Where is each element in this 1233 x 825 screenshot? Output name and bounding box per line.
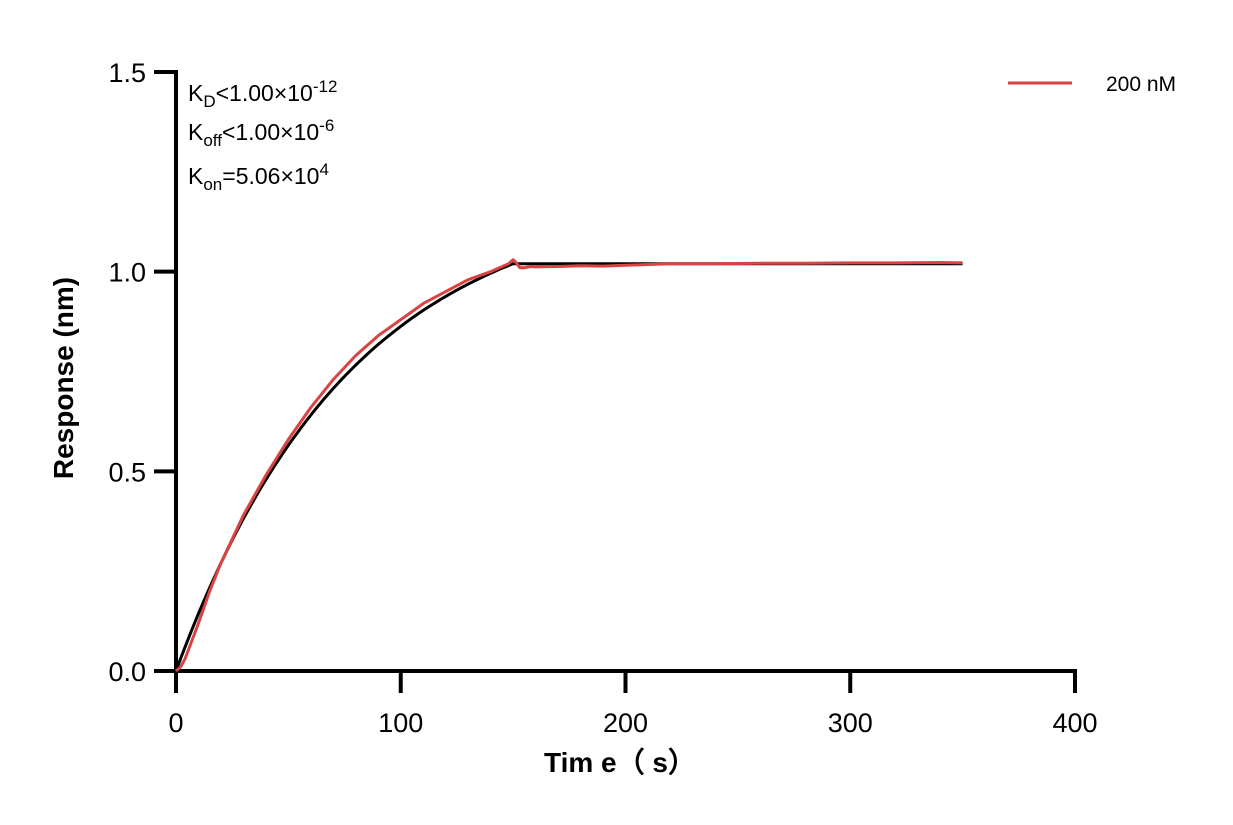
- x-tick-label: 0: [168, 708, 183, 738]
- x-tick-label: 300: [828, 708, 873, 738]
- x-tick-label: 100: [378, 708, 423, 738]
- y-tick-label: 0.5: [108, 457, 146, 487]
- y-axis-title: Response (nm): [48, 277, 79, 479]
- fit-curve-line: [174, 262, 963, 672]
- legend-label: 200 nM: [1106, 73, 1176, 96]
- fit-curve-layer: [174, 262, 963, 672]
- kon-annotation: Kon=5.06×104: [188, 160, 329, 194]
- series-layer: [175, 258, 963, 673]
- x-axis-title: Tim e（ s）: [544, 746, 696, 778]
- legend: 200 nM: [1008, 73, 1176, 96]
- y-tick-label: 1.0: [108, 258, 146, 288]
- koff-annotation: Koff<1.00×10-6: [188, 116, 334, 150]
- kd-annotation: KD<1.00×10-12: [188, 77, 337, 111]
- y-tick-label: 0.0: [108, 657, 146, 687]
- x-tick-label: 400: [1052, 708, 1097, 738]
- axes: 0 100 200 300 400 0.0 0.5 1.0 1.5: [108, 58, 1097, 738]
- y-tick-label: 1.5: [108, 58, 146, 88]
- series-200nm-line: [175, 258, 963, 673]
- x-tick-label: 200: [603, 708, 648, 738]
- kinetic-annotations: KD<1.00×10-12 Koff<1.00×10-6 Kon=5.06×10…: [188, 77, 337, 194]
